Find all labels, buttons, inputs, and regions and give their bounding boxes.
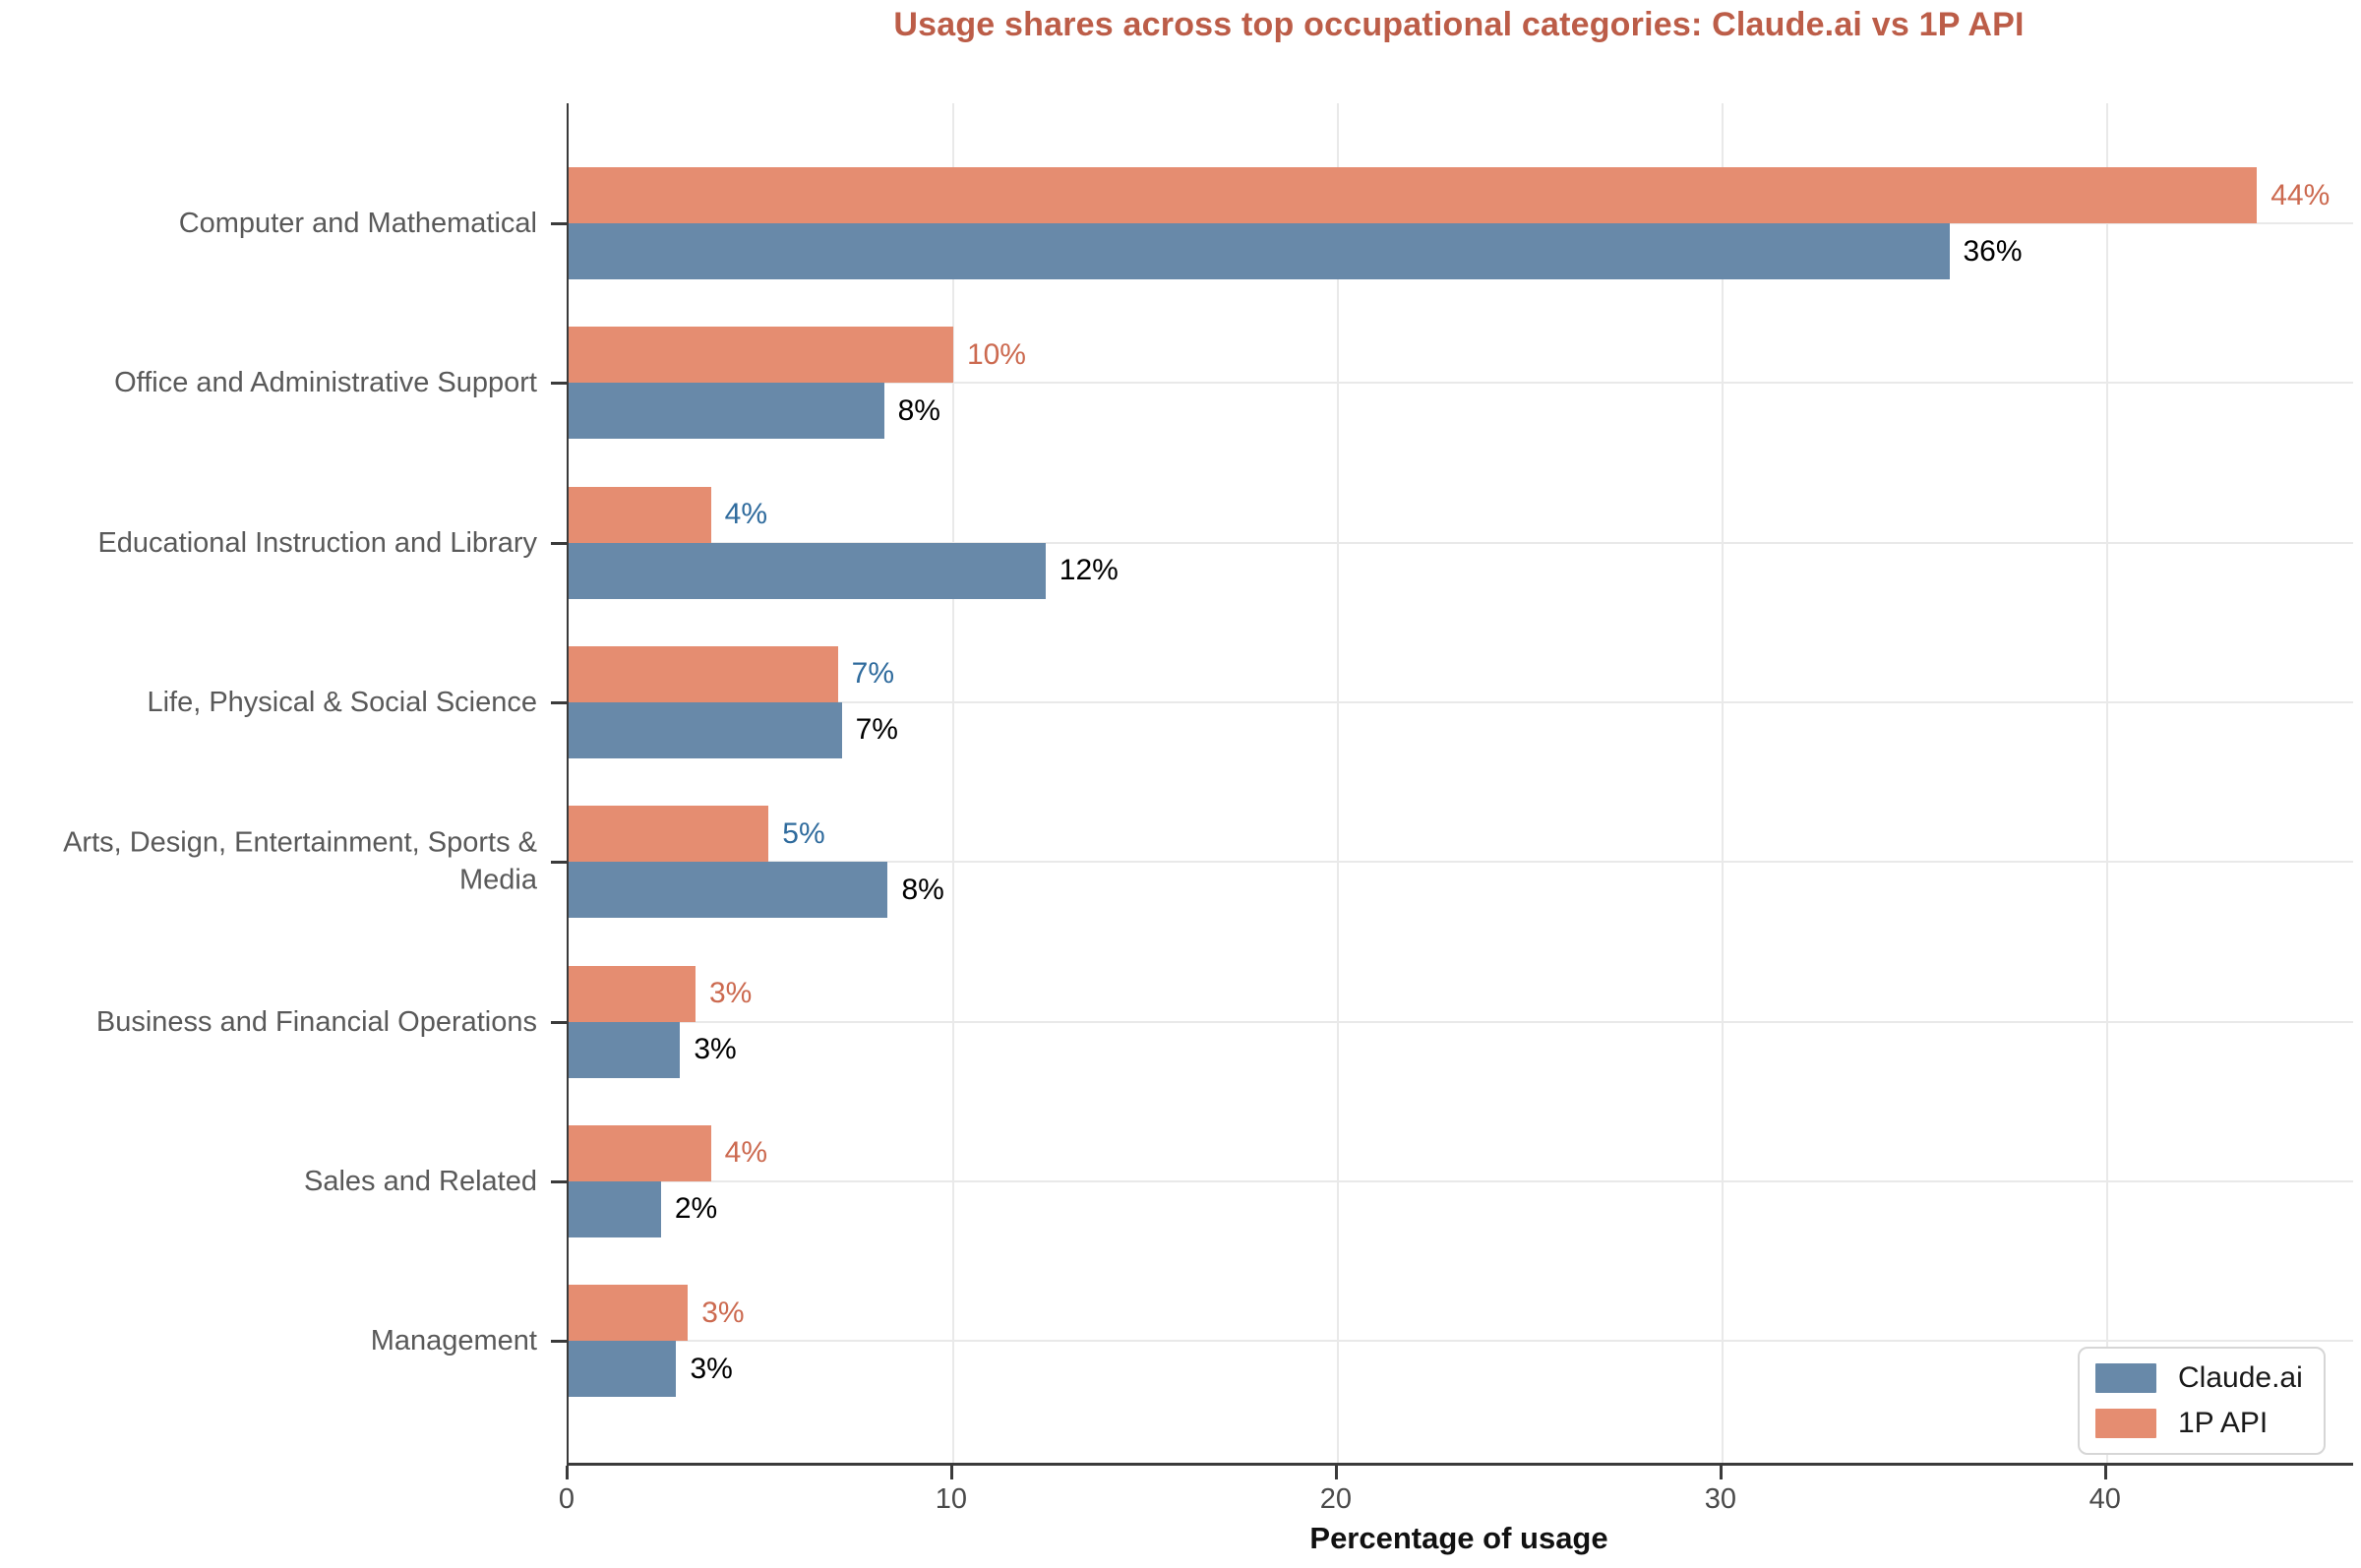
gridline-horizontal: [569, 1179, 2353, 1182]
gridline-vertical-10: [951, 103, 954, 1463]
bar-value-label: 44%: [2270, 178, 2331, 211]
x-tick-label: 30: [1704, 1483, 1736, 1515]
legend: Claude.ai 1P API: [2078, 1347, 2326, 1455]
y-tick-mark: [551, 1020, 567, 1024]
bar-1p-api: [569, 327, 953, 384]
bar-1p-api: [569, 965, 696, 1022]
x-tick-mark: [566, 1466, 569, 1479]
bar-1p-api: [569, 1285, 689, 1342]
y-tick-mark: [551, 700, 567, 704]
plot-area: 44% 10% 4% 7% 5% 3% 4% 3% 36% 8% 12% 7% 8% 3% 2% 3%: [567, 103, 2353, 1466]
y-tick-mark: [551, 541, 567, 545]
y-tick-mark: [551, 222, 567, 225]
bar-value-label: 4%: [724, 498, 767, 531]
x-tick-mark: [949, 1466, 953, 1479]
category-label: Arts, Design, Entertainment, Sports & Me…: [63, 826, 537, 897]
x-tick-mark: [2103, 1466, 2107, 1479]
bar-1p-api: [569, 806, 769, 863]
category-label: Educational Instruction and Library: [97, 526, 537, 559]
bar-claude-ai: [569, 701, 842, 758]
bar-claude-ai: [569, 223, 1950, 279]
x-tick-label: 20: [1319, 1483, 1353, 1515]
bar-value-label: 8%: [901, 873, 944, 906]
legend-swatch-claude-ai: [2095, 1363, 2156, 1393]
gridline-horizontal: [569, 1340, 2353, 1343]
gridline-vertical-20: [1336, 103, 1339, 1463]
legend-label: Claude.ai: [2178, 1361, 2303, 1394]
bar-claude-ai: [569, 1021, 681, 1078]
gridline-horizontal: [569, 541, 2353, 544]
bar-1p-api: [569, 167, 2258, 223]
legend-label: 1P API: [2178, 1407, 2269, 1439]
legend-item-claude-ai: Claude.ai: [2095, 1361, 2308, 1395]
bar-1p-api: [569, 1124, 711, 1181]
gridline-horizontal: [569, 861, 2353, 864]
bar-1p-api: [569, 486, 711, 543]
bar-value-label: 7%: [855, 713, 898, 747]
y-tick-mark: [551, 861, 567, 865]
x-tick-mark: [1334, 1466, 1338, 1479]
category-label: Office and Administrative Support: [114, 367, 537, 399]
category-label: Sales and Related: [304, 1165, 537, 1197]
bar-value-label: 3%: [709, 977, 753, 1009]
bar-value-label: 5%: [782, 816, 825, 850]
bar-claude-ai: [569, 1180, 661, 1237]
bar-claude-ai: [569, 1341, 677, 1398]
bar-value-label: 36%: [1963, 234, 2023, 268]
x-tick-label: 0: [558, 1483, 575, 1515]
bar-value-label: 3%: [701, 1296, 745, 1329]
gridline-horizontal: [569, 700, 2353, 703]
x-tick-mark: [1719, 1466, 1723, 1479]
bar-value-label: 2%: [674, 1192, 718, 1226]
bar-value-label: 12%: [1059, 554, 1119, 587]
bar-value-label: 7%: [851, 657, 895, 691]
bar-claude-ai: [569, 862, 888, 919]
bar-value-label: 3%: [690, 1352, 733, 1385]
gridline-vertical-40: [2105, 103, 2108, 1463]
legend-swatch-1p-api: [2095, 1409, 2156, 1438]
x-tick-label: 40: [2089, 1483, 2121, 1515]
category-label: Life, Physical & Social Science: [147, 686, 537, 718]
bar-value-label: 10%: [966, 337, 1026, 371]
bar-value-label: 4%: [724, 1136, 767, 1170]
bar-value-label: 3%: [694, 1033, 737, 1065]
chart-title: Usage shares across top occupational cat…: [893, 6, 2025, 43]
y-tick-mark: [551, 382, 567, 386]
category-label: Business and Financial Operations: [95, 1005, 537, 1038]
gridline-vertical-30: [1721, 103, 1724, 1463]
gridline-horizontal: [569, 1020, 2353, 1023]
y-tick-mark: [551, 1340, 567, 1344]
legend-item-1p-api: 1P API: [2095, 1407, 2308, 1440]
bar-1p-api: [569, 645, 838, 702]
gridline-horizontal: [569, 382, 2353, 385]
x-axis-title: Percentage of usage: [1309, 1521, 1608, 1555]
y-tick-mark: [551, 1179, 567, 1183]
bar-value-label: 8%: [897, 393, 940, 427]
bar-claude-ai: [569, 383, 884, 440]
x-tick-label: 10: [935, 1483, 968, 1515]
category-label: Management: [370, 1324, 537, 1357]
category-label: Computer and Mathematical: [178, 207, 537, 239]
bar-claude-ai: [569, 542, 1046, 599]
